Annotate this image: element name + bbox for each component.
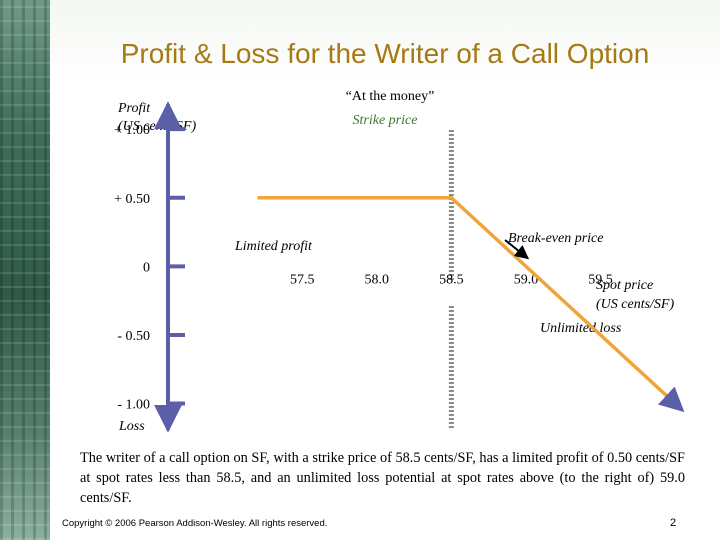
limited-profit-label: Limited profit (235, 239, 312, 254)
strike-annotation-bottom: Strike price (352, 113, 418, 128)
x-axis-label-line-1: Spot price (596, 278, 654, 293)
y-axis-loss-label: Loss (119, 419, 145, 434)
break-even-label: Break-even price (508, 231, 604, 246)
decorative-header-band (50, 0, 720, 82)
y-tick-label: - 1.00 (117, 398, 150, 413)
x-tick-label: 59.0 (514, 272, 539, 287)
y-tick-label: - 0.50 (117, 329, 150, 344)
page-number: 2 (670, 517, 677, 529)
x-tick-label: 59.5 (588, 272, 613, 287)
y-tick-label: + 1.00 (114, 123, 150, 138)
slide-title: Profit & Loss for the Writer of a Call O… (120, 38, 650, 69)
x-tick-label: 58.5 (439, 272, 464, 287)
y-axis-label-line-1: Profit (118, 101, 151, 116)
x-tick-label: 57.5 (290, 272, 315, 287)
x-axis-label: Spot price (US cents/SF) (596, 276, 674, 314)
y-tick-label: + 0.50 (114, 192, 150, 207)
decorative-side-strip (0, 0, 50, 540)
y-tick-label: 0 (143, 260, 150, 275)
payoff-series-line (257, 196, 685, 413)
copyright-notice: Copyright © 2006 Pearson Addison-Wesley.… (62, 518, 328, 529)
caption-text: The writer of a call option on SF, with … (80, 450, 685, 506)
break-even-arrow (504, 239, 530, 260)
strike-annotation-top: “At the money” (345, 89, 435, 104)
x-tick-label: 58.0 (365, 272, 390, 287)
x-axis-label-line-2: (US cents/SF) (596, 297, 675, 312)
unlimited-loss-label: Unlimited loss (540, 321, 622, 336)
